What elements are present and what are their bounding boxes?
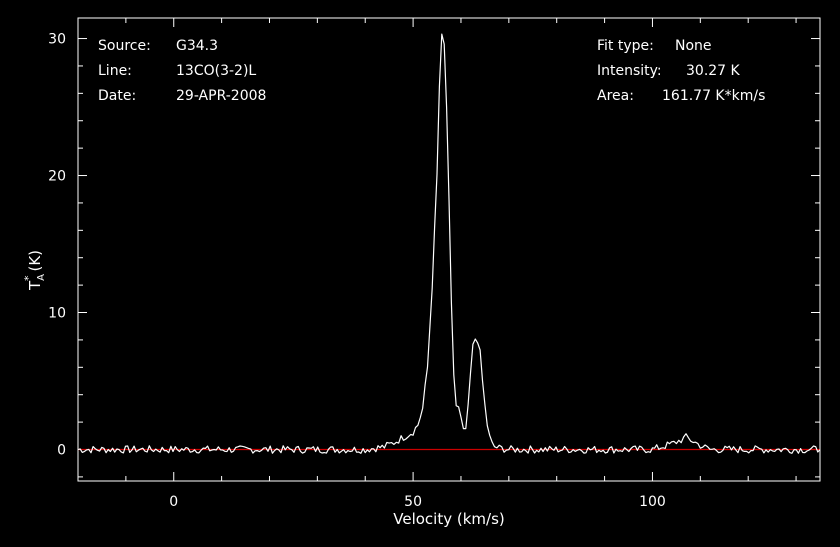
svg-text:TA*(K): TA* (K) bbox=[22, 250, 47, 291]
x-axis-label: Velocity (km/s) bbox=[393, 510, 504, 528]
y-tick-label: 30 bbox=[48, 32, 66, 48]
info-right: Fit type: None Intensity: 30.27 K Area: … bbox=[597, 38, 765, 104]
line-key: Line: bbox=[98, 63, 132, 79]
y-axis-label-unit: (K) bbox=[26, 250, 44, 272]
area-key: Area: bbox=[597, 88, 634, 104]
y-axis-label-sub: A bbox=[36, 274, 47, 281]
y-axis-label: TA* (K) bbox=[22, 250, 47, 291]
x-tick-label: 100 bbox=[639, 494, 666, 510]
plot-frame bbox=[77, 17, 821, 482]
y-tick-label: 10 bbox=[48, 306, 66, 322]
intensity-value: 30.27 K bbox=[686, 63, 741, 79]
spectrum-line bbox=[77, 33, 821, 454]
line-value: 13CO(3-2)L bbox=[176, 63, 256, 79]
intensity-key: Intensity: bbox=[597, 63, 662, 79]
fit-type-key: Fit type: bbox=[597, 38, 654, 54]
source-key: Source: bbox=[98, 38, 151, 54]
x-tick-label: 50 bbox=[404, 494, 422, 510]
x-tick-label: 0 bbox=[169, 494, 178, 510]
source-value: G34.3 bbox=[176, 38, 218, 54]
y-tick-label: 0 bbox=[57, 442, 66, 458]
date-value: 29-APR-2008 bbox=[176, 88, 266, 104]
y-axis-label-main: T bbox=[26, 280, 44, 291]
fit-type-value: None bbox=[675, 38, 712, 54]
y-tick-label: 20 bbox=[48, 169, 66, 185]
date-key: Date: bbox=[98, 88, 136, 104]
info-left: Source: G34.3 Line: 13CO(3-2)L Date: 29-… bbox=[98, 38, 266, 104]
area-value: 161.77 K*km/s bbox=[662, 88, 765, 104]
y-axis-label-sup: * bbox=[22, 275, 35, 281]
